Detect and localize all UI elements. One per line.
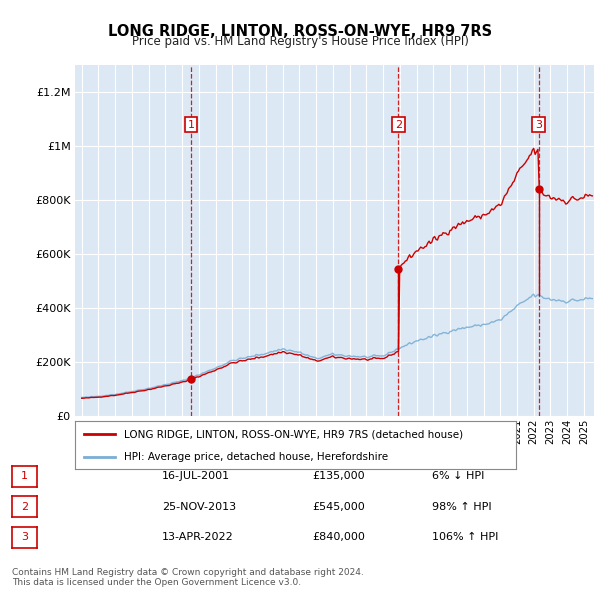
Text: HPI: Average price, detached house, Herefordshire: HPI: Average price, detached house, Here… (124, 452, 388, 462)
Text: 25-NOV-2013: 25-NOV-2013 (162, 502, 236, 512)
Text: LONG RIDGE, LINTON, ROSS-ON-WYE, HR9 7RS (detached house): LONG RIDGE, LINTON, ROSS-ON-WYE, HR9 7RS… (124, 429, 463, 439)
Text: Contains HM Land Registry data © Crown copyright and database right 2024.
This d: Contains HM Land Registry data © Crown c… (12, 568, 364, 587)
Text: £840,000: £840,000 (312, 533, 365, 542)
Text: 13-APR-2022: 13-APR-2022 (162, 533, 234, 542)
Text: £135,000: £135,000 (312, 471, 365, 481)
Text: 3: 3 (535, 120, 542, 130)
Text: 16-JUL-2001: 16-JUL-2001 (162, 471, 230, 481)
Text: 2: 2 (21, 502, 28, 512)
Text: 1: 1 (21, 471, 28, 481)
Text: 106% ↑ HPI: 106% ↑ HPI (432, 533, 499, 542)
Text: 1: 1 (188, 120, 194, 130)
Text: Price paid vs. HM Land Registry's House Price Index (HPI): Price paid vs. HM Land Registry's House … (131, 35, 469, 48)
Text: 98% ↑ HPI: 98% ↑ HPI (432, 502, 491, 512)
Text: 2: 2 (395, 120, 402, 130)
Text: LONG RIDGE, LINTON, ROSS-ON-WYE, HR9 7RS: LONG RIDGE, LINTON, ROSS-ON-WYE, HR9 7RS (108, 24, 492, 38)
Text: 6% ↓ HPI: 6% ↓ HPI (432, 471, 484, 481)
Text: 3: 3 (21, 533, 28, 542)
Text: £545,000: £545,000 (312, 502, 365, 512)
